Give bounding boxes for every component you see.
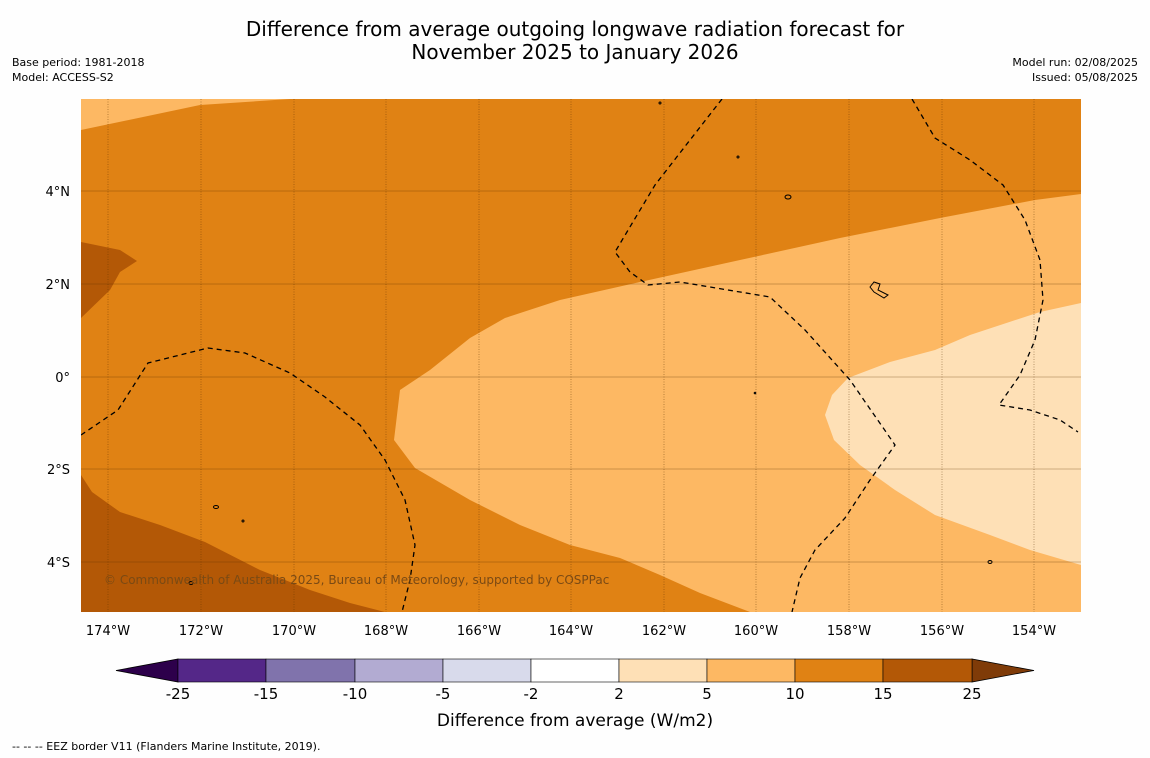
meta-right: Model run: 02/08/2025 Issued: 05/08/2025 (1012, 55, 1138, 85)
lat-label: 4°S (47, 556, 70, 571)
colorbar-swatch (882, 658, 973, 683)
lat-label: 0° (55, 371, 70, 386)
colorbar-tick-label: -5 (436, 685, 451, 703)
eez-borders (81, 99, 1079, 612)
colorbar-under-arrow (115, 658, 179, 683)
model-name: Model: ACCESS-S2 (12, 71, 114, 84)
colorbar-title: Difference from average (W/m2) (437, 711, 713, 731)
colorbar-tick-label: 25 (962, 685, 981, 703)
colorbar-swatch (706, 658, 796, 683)
island-4 (188, 581, 194, 585)
colorbar-tick-label: -25 (166, 685, 191, 703)
lon-label: 174°W (86, 624, 130, 639)
colorbar-tick-label: 2 (614, 685, 624, 703)
lon-label: 156°W (920, 624, 964, 639)
lon-label: 160°W (734, 624, 778, 639)
colorbar-swatch (530, 658, 620, 683)
fill-5-10-main (394, 194, 1081, 612)
colorbar-tick-label: 5 (702, 685, 712, 703)
colorbar-over-arrow (971, 658, 1035, 683)
lon-label: 162°W (642, 624, 686, 639)
fill-15-25-left (81, 242, 137, 318)
copyright-text: © Commonwealth of Australia 2025, Bureau… (104, 573, 609, 587)
eez-border-central (614, 99, 896, 612)
colorbar-ticks: -25 -15 -10 -5 -2 2 5 10 15 25 (166, 685, 982, 703)
lat-labels: 4°N 2°N 0° 2°S 4°S (46, 185, 71, 571)
fill-15-25-bottom (81, 475, 385, 612)
island-8 (241, 519, 245, 523)
model-run: Model run: 02/08/2025 (1012, 56, 1138, 69)
lon-label: 158°W (827, 624, 871, 639)
eez-border-east (911, 99, 1079, 433)
colorbar-tick-label: -10 (343, 685, 368, 703)
chart-title: Difference from average outgoing longwav… (0, 18, 1150, 64)
lat-label: 2°N (46, 278, 71, 293)
island-1 (869, 281, 889, 299)
lon-label: 170°W (272, 624, 316, 639)
title-line-2: November 2025 to January 2026 (411, 40, 739, 64)
colorbar (115, 658, 1035, 683)
meta-left: Base period: 1981-2018 Model: ACCESS-S2 (12, 55, 144, 85)
colorbar-tick-label: 10 (785, 685, 804, 703)
colorbar-swatch (442, 658, 532, 683)
lon-labels: 174°W 172°W 170°W 168°W 166°W 164°W 162°W 160°W… (86, 624, 1056, 639)
colorbar-swatch (794, 658, 884, 683)
colorbar-tick-label: -15 (254, 685, 279, 703)
lat-label: 4°N (46, 185, 71, 200)
island-7 (736, 155, 740, 159)
lon-label: 172°W (179, 624, 223, 639)
lat-label: 2°S (47, 463, 70, 478)
fill-5-10-topleft (81, 99, 290, 130)
colorbar-swatch (177, 658, 267, 683)
colorbar-tick-label: -2 (524, 685, 539, 703)
map-svg: © Commonwealth of Australia 2025, Bureau… (46, 99, 1081, 731)
colorbar-tick-label: 15 (873, 685, 892, 703)
colorbar-swatch (618, 658, 708, 683)
map-area (81, 99, 1081, 612)
colorbar-swatch (354, 658, 444, 683)
eez-border-west (81, 347, 416, 612)
lon-label: 166°W (457, 624, 501, 639)
island-5 (987, 560, 993, 564)
fill-2-5 (825, 303, 1081, 565)
eez-legend-note: -- -- -- EEZ border V11 (Flanders Marine… (12, 740, 321, 753)
island-3 (213, 505, 219, 509)
island-6 (658, 101, 662, 105)
title-line-1: Difference from average outgoing longwav… (245, 17, 905, 41)
graticule (81, 99, 1081, 612)
lon-label: 154°W (1012, 624, 1056, 639)
lon-label: 168°W (364, 624, 408, 639)
island-2 (784, 194, 792, 200)
island-9 (753, 391, 757, 395)
colorbar-swatch (265, 658, 356, 683)
issued-date: Issued: 05/08/2025 (1031, 71, 1138, 84)
lon-label: 164°W (549, 624, 593, 639)
islands (188, 101, 993, 585)
base-period: Base period: 1981-2018 (12, 56, 145, 69)
